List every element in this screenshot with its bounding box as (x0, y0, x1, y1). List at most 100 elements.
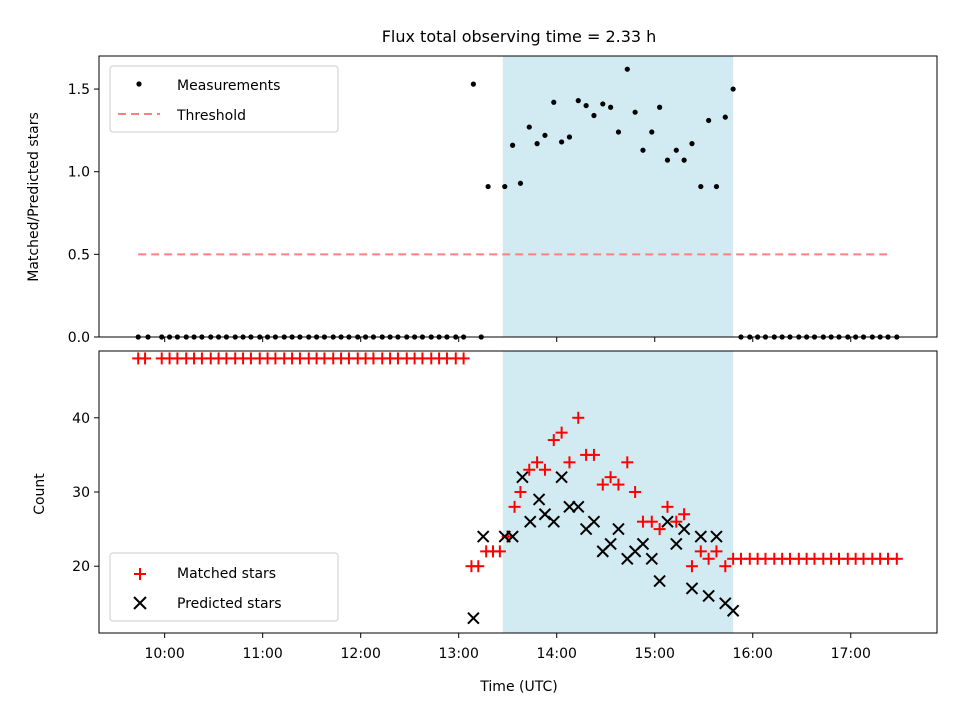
bottom-legend: Matched stars Predicted stars (109, 552, 339, 622)
measurement-point (502, 183, 508, 190)
matched-star-point (523, 463, 536, 476)
predicted-star-point (710, 530, 723, 543)
measurement-point (640, 147, 646, 153)
top-y-tick-label: 1.0 (68, 165, 90, 181)
measurement-point (510, 142, 516, 148)
measurement-point (657, 104, 663, 110)
predicted-star-point (516, 470, 529, 484)
predicted-stars-legend-label: Predicted stars (177, 596, 282, 612)
measurements-legend-label: Measurements (177, 78, 280, 94)
matched-star-point (547, 434, 560, 447)
matched-star-point (572, 411, 585, 424)
matched-stars-legend-label: Matched stars (177, 566, 276, 582)
matched-star-point (710, 545, 723, 558)
matched-star-point (604, 471, 617, 484)
matched-star-point (514, 486, 527, 498)
matched-star-point (457, 352, 470, 365)
measurement-point (559, 139, 565, 145)
measurement-point (517, 180, 524, 186)
matched-star-point (678, 508, 691, 521)
bottom-y-axis-label: Count (32, 473, 48, 515)
measurement-point (600, 101, 606, 107)
predicted-star-point (532, 493, 546, 506)
predicted-star-point (685, 582, 699, 595)
predicted-star-point (612, 522, 625, 536)
measurement-point (470, 81, 477, 87)
predicted-star-point (476, 530, 490, 543)
measurement-point (664, 157, 671, 163)
predicted-star-point (636, 537, 650, 551)
top-axes-frame (98, 55, 938, 338)
matched-star-point (719, 560, 732, 573)
top-legend: Measurements Threshold (109, 65, 339, 133)
bottom-panel: 20 30 40 10:00 11:00 12:00 13:00 14:00 15:00 16:… (32, 350, 938, 695)
x-tick-label: 14:00 (537, 646, 577, 662)
predicted-star-point (572, 500, 585, 514)
matched-star-point (139, 352, 152, 365)
predicted-star-point (604, 537, 617, 551)
measurement-point (542, 132, 548, 138)
matched-star-point (670, 515, 683, 528)
matched-star-point (629, 486, 642, 498)
top-panel: 0.0 0.5 1.0 1.5 Matched/Predicted stars Mea… (26, 55, 938, 346)
matched-stars-series (132, 352, 903, 573)
measurement-point (632, 109, 638, 115)
matched-star-point (596, 478, 609, 491)
top-highlight-span (502, 56, 734, 337)
measurement-point (591, 112, 597, 119)
matched-star-point (555, 426, 568, 439)
measurement-point (713, 183, 720, 190)
predicted-star-point (555, 470, 568, 484)
predicted-star-point (677, 522, 691, 536)
top-y-tick-label: 0.5 (68, 247, 90, 263)
x-tick-label: 10:00 (144, 646, 184, 662)
measurement-point (706, 117, 712, 124)
measurement-point (551, 99, 557, 105)
x-tick-label: 16:00 (733, 646, 773, 662)
matched-star-point (508, 500, 521, 513)
measurement-point (649, 129, 655, 135)
predicted-star-point (563, 500, 576, 514)
matched-star-point (661, 500, 674, 513)
top-x-ticks (164, 337, 852, 342)
predicted-stars-series (467, 470, 740, 625)
predicted-star-point (726, 604, 740, 617)
measurements-series (135, 66, 900, 340)
threshold-legend-label: Threshold (176, 108, 246, 124)
matched-star-point (645, 515, 658, 528)
top-y-tick-label: 1.5 (68, 82, 90, 98)
predicted-star-point (653, 574, 666, 588)
matched-star-point (587, 448, 600, 461)
top-y-axis-label: Matched/Predicted stars (26, 112, 42, 282)
matched-star-point (472, 560, 485, 573)
measurement-point (615, 129, 622, 135)
predicted-star-point (661, 515, 674, 528)
x-axis-label: Time (UTC) (479, 679, 557, 695)
predicted-star-point (702, 589, 715, 603)
predicted-star-point (506, 530, 519, 543)
measurement-point (566, 134, 573, 140)
bottom-legend-box (109, 552, 339, 622)
measurement-point (575, 98, 581, 104)
x-tick-label: 17:00 (831, 646, 871, 662)
measurement-point (534, 141, 540, 147)
matched-star-point (694, 545, 707, 558)
x-tick-label: 11:00 (242, 646, 282, 662)
matched-star-point (563, 456, 576, 469)
measurement-point (526, 124, 532, 130)
measurement-point (698, 183, 704, 190)
x-tick-label: 12:00 (341, 646, 381, 662)
predicted-star-point (467, 611, 480, 625)
matched-star-point (621, 456, 634, 469)
measurement-point (485, 183, 491, 190)
chart-title: Flux total observing time = 2.33 h (382, 27, 657, 46)
matched-star-point (685, 560, 698, 573)
measurement-point (673, 147, 679, 153)
bottom-axes-frame (98, 350, 938, 634)
measurement-point (583, 102, 589, 109)
top-y-ticks: 0.0 0.5 1.0 1.5 (68, 82, 99, 346)
top-legend-box (109, 65, 339, 133)
predicted-star-point (547, 515, 560, 528)
matched-star-point (531, 456, 544, 469)
